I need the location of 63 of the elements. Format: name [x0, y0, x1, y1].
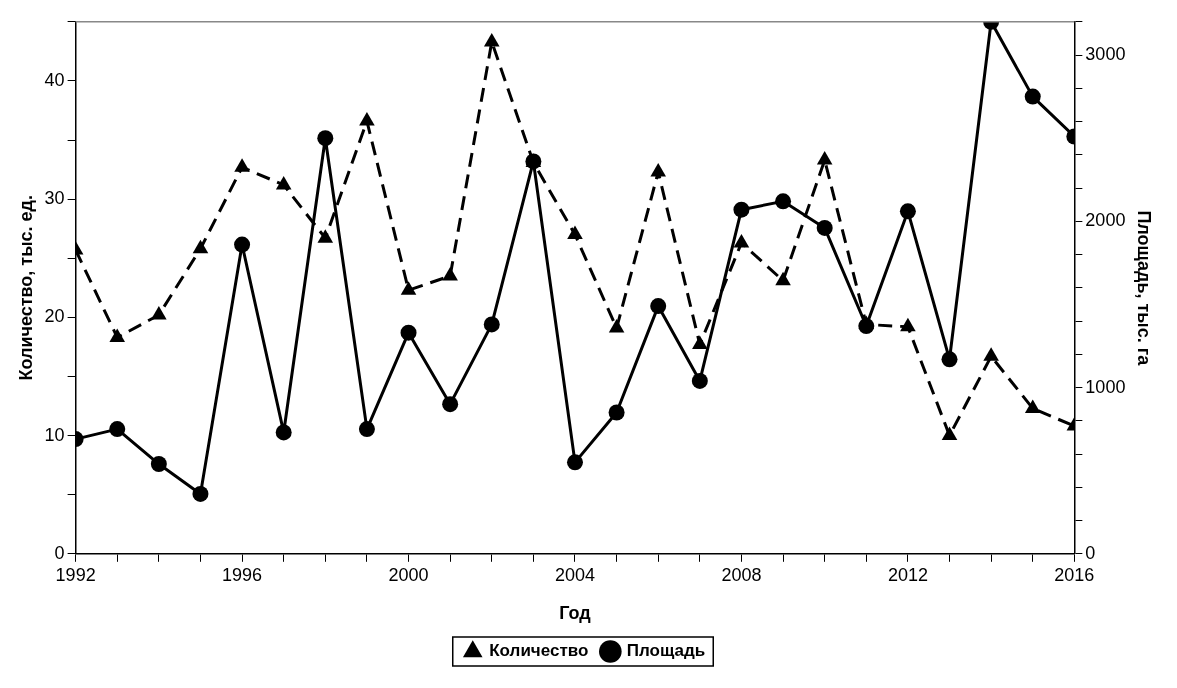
x-tick-label: 2000 [388, 564, 429, 585]
point [692, 335, 708, 350]
point [650, 162, 667, 177]
y2-tick-label: 1000 [1085, 376, 1126, 397]
point [733, 233, 750, 248]
point [109, 328, 126, 342]
y2-tick-label: 0 [1085, 542, 1096, 563]
x-tick-label: 2012 [887, 564, 928, 585]
point [275, 424, 292, 441]
point [359, 112, 375, 126]
y2-tick-label: 3000 [1085, 44, 1126, 65]
point [733, 201, 750, 218]
legend-label: Площадь [626, 641, 706, 661]
point [483, 316, 500, 333]
point [358, 421, 375, 438]
point [983, 347, 999, 361]
point [567, 225, 583, 240]
point [192, 239, 209, 254]
x-tick-label: 2004 [554, 564, 596, 585]
point [234, 236, 251, 253]
point [150, 456, 167, 473]
point [192, 485, 209, 502]
point [109, 421, 126, 438]
x-tick-label: 1992 [55, 564, 96, 585]
point [275, 175, 292, 190]
point [317, 229, 334, 243]
point [151, 305, 167, 320]
x-tick-label: 1996 [222, 564, 263, 585]
legend-label: Количество [489, 641, 589, 661]
point [317, 130, 334, 147]
point [941, 426, 958, 441]
point [816, 151, 833, 165]
point [400, 324, 417, 341]
point [941, 351, 958, 368]
y-tick-label: 20 [44, 306, 65, 327]
point [650, 298, 667, 315]
point [566, 454, 583, 471]
point [858, 318, 875, 335]
y2-axis-title: Площадь, тыс. га [1134, 210, 1155, 367]
y-axis-title: Количество, тыс. ед. [15, 195, 36, 381]
y-tick-label: 10 [44, 424, 65, 445]
point [483, 32, 500, 47]
point [400, 281, 417, 295]
point [775, 193, 792, 210]
point [899, 203, 916, 220]
point [816, 219, 833, 236]
y-tick-label: 30 [44, 188, 65, 209]
x-tick-label: 2008 [721, 564, 762, 585]
x-tick-label: 2016 [1054, 564, 1095, 585]
point [608, 319, 625, 333]
point [691, 372, 708, 389]
point [1024, 88, 1041, 105]
point [234, 158, 250, 172]
point [1024, 399, 1041, 413]
y-tick-label: 0 [54, 542, 65, 563]
point [442, 396, 459, 413]
y-tick-label: 40 [44, 69, 65, 90]
point [442, 266, 458, 281]
point [608, 404, 625, 421]
y2-tick-label: 2000 [1085, 210, 1126, 231]
x-axis-title: Год [559, 603, 592, 624]
point [775, 271, 791, 286]
point [900, 317, 916, 332]
